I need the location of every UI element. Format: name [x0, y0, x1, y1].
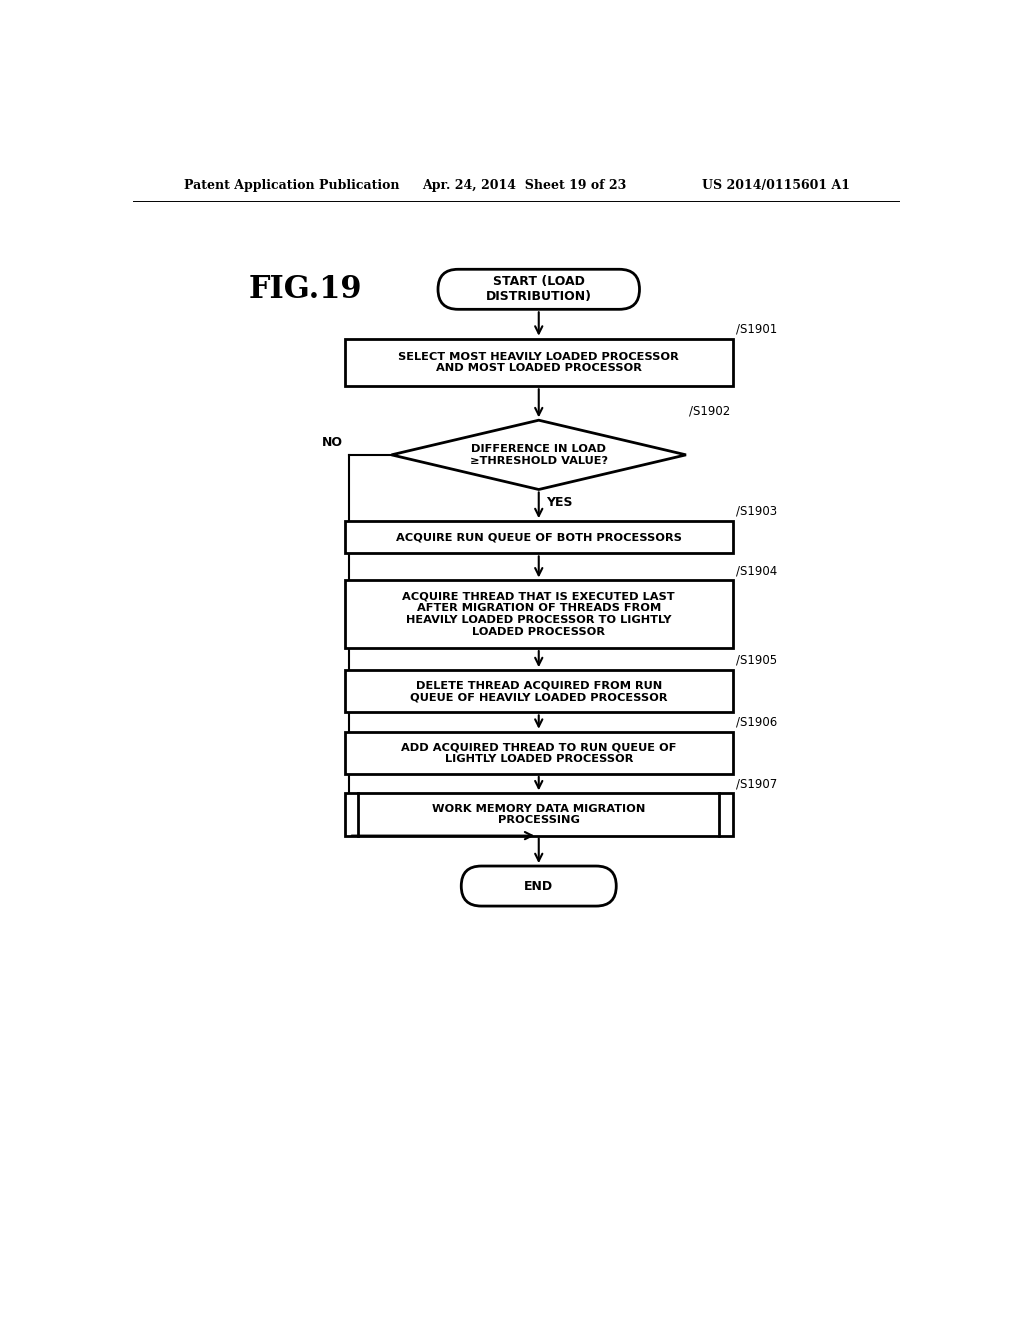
Text: Patent Application Publication: Patent Application Publication	[183, 178, 399, 191]
Text: NO: NO	[322, 436, 343, 449]
Text: /S1901: /S1901	[735, 322, 777, 335]
Text: /S1906: /S1906	[735, 715, 777, 729]
Text: ACQUIRE THREAD THAT IS EXECUTED LAST
AFTER MIGRATION OF THREADS FROM
HEAVILY LOA: ACQUIRE THREAD THAT IS EXECUTED LAST AFT…	[402, 591, 675, 636]
Text: ACQUIRE RUN QUEUE OF BOTH PROCESSORS: ACQUIRE RUN QUEUE OF BOTH PROCESSORS	[396, 532, 682, 543]
Bar	[345, 581, 732, 648]
Text: END: END	[524, 879, 553, 892]
Bar	[345, 521, 732, 553]
Text: FIG.19: FIG.19	[248, 273, 361, 305]
Text: Apr. 24, 2014  Sheet 19 of 23: Apr. 24, 2014 Sheet 19 of 23	[423, 178, 627, 191]
Bar	[345, 793, 732, 836]
FancyBboxPatch shape	[438, 269, 640, 309]
Text: WORK MEMORY DATA MIGRATION
PROCESSING: WORK MEMORY DATA MIGRATION PROCESSING	[432, 804, 645, 825]
Text: DIFFERENCE IN LOAD
≥THRESHOLD VALUE?: DIFFERENCE IN LOAD ≥THRESHOLD VALUE?	[470, 444, 608, 466]
Text: /S1905: /S1905	[735, 653, 777, 667]
FancyBboxPatch shape	[461, 866, 616, 906]
Text: /S1902: /S1902	[689, 404, 730, 417]
Text: /S1903: /S1903	[735, 506, 777, 517]
Text: START (LOAD
DISTRIBUTION): START (LOAD DISTRIBUTION)	[485, 276, 592, 304]
Bar	[345, 339, 732, 387]
Bar	[345, 731, 732, 774]
Polygon shape	[391, 420, 686, 490]
Text: /S1907: /S1907	[735, 777, 777, 791]
Text: SELECT MOST HEAVILY LOADED PROCESSOR
AND MOST LOADED PROCESSOR: SELECT MOST HEAVILY LOADED PROCESSOR AND…	[398, 351, 679, 374]
Text: ADD ACQUIRED THREAD TO RUN QUEUE OF
LIGHTLY LOADED PROCESSOR: ADD ACQUIRED THREAD TO RUN QUEUE OF LIGH…	[401, 742, 677, 764]
Text: /S1904: /S1904	[735, 564, 777, 577]
Bar	[345, 671, 732, 713]
Text: YES: YES	[547, 496, 573, 508]
Text: US 2014/0115601 A1: US 2014/0115601 A1	[701, 178, 850, 191]
Text: DELETE THREAD ACQUIRED FROM RUN
QUEUE OF HEAVILY LOADED PROCESSOR: DELETE THREAD ACQUIRED FROM RUN QUEUE OF…	[410, 680, 668, 702]
